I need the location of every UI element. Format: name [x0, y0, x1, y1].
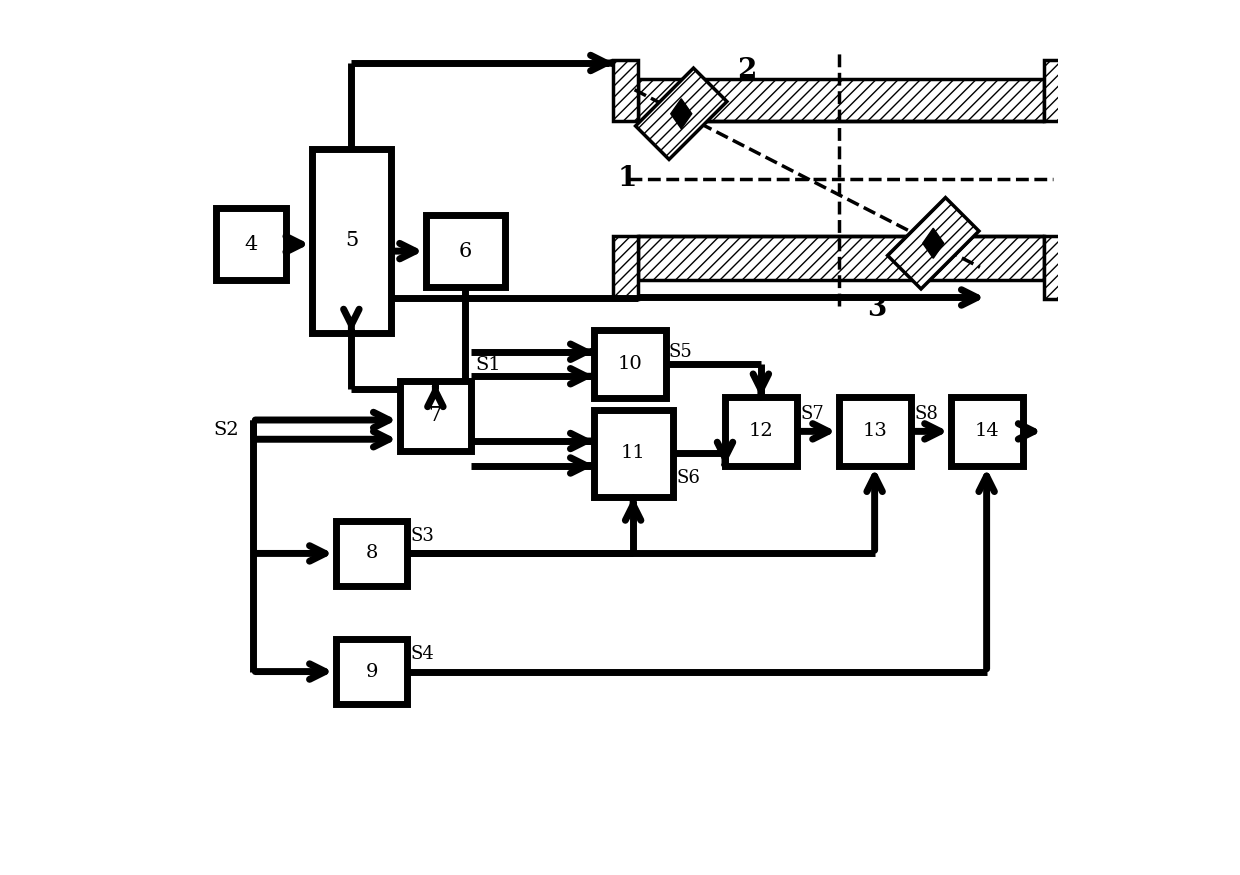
Bar [594, 330, 666, 398]
Bar [613, 60, 637, 121]
Text: 4: 4 [244, 234, 258, 254]
Bar [838, 397, 910, 466]
Bar [951, 397, 1023, 466]
Polygon shape [636, 68, 727, 159]
Polygon shape [923, 228, 944, 258]
Bar [637, 79, 1044, 121]
Text: 9: 9 [366, 662, 378, 681]
Text: 1: 1 [618, 165, 636, 192]
Bar [1044, 236, 1069, 299]
Text: S6: S6 [676, 469, 699, 487]
Text: S7: S7 [800, 405, 825, 423]
Text: 3: 3 [867, 295, 887, 321]
Bar [613, 236, 637, 299]
Bar [399, 381, 471, 451]
Bar [425, 215, 505, 287]
Text: 8: 8 [366, 544, 378, 563]
Text: 2: 2 [738, 57, 756, 83]
Text: 14: 14 [975, 423, 999, 440]
Text: S4: S4 [410, 646, 435, 663]
Text: S8: S8 [914, 405, 937, 423]
Text: S1: S1 [476, 356, 501, 374]
Polygon shape [888, 198, 978, 289]
Bar [725, 397, 797, 466]
Bar [336, 639, 408, 704]
Polygon shape [671, 99, 692, 129]
Bar [637, 236, 1044, 280]
Text: S2: S2 [213, 421, 239, 438]
Text: 6: 6 [459, 242, 471, 261]
Text: 7: 7 [429, 406, 441, 425]
Text: 13: 13 [862, 423, 887, 440]
Bar [336, 521, 408, 586]
Bar [216, 208, 285, 280]
Bar [312, 149, 391, 332]
Bar [1044, 60, 1069, 121]
Text: 5: 5 [345, 231, 358, 250]
Text: 11: 11 [621, 444, 646, 462]
Text: S3: S3 [410, 527, 435, 545]
Bar [594, 410, 672, 497]
Text: 10: 10 [618, 355, 642, 373]
Text: 12: 12 [749, 423, 774, 440]
Text: S5: S5 [670, 343, 693, 361]
